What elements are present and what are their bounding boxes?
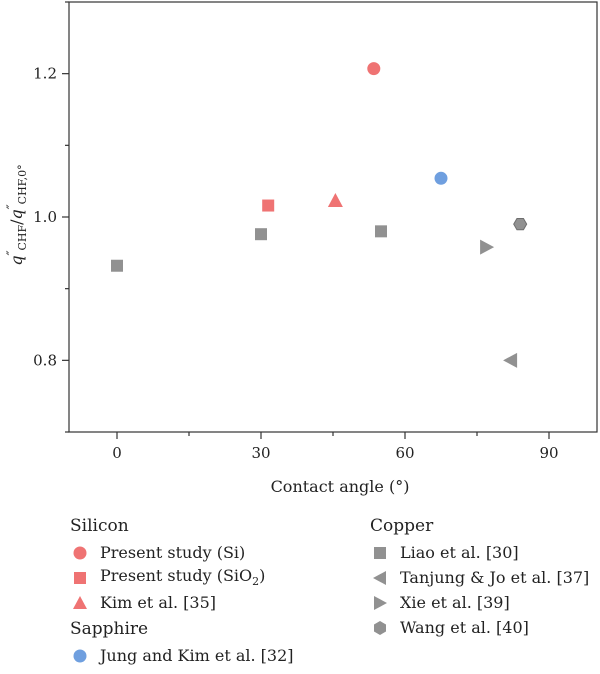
y-axis-label-q2: q (7, 209, 26, 219)
legend-group-title-silicon: Silicon (70, 516, 129, 536)
x-tick-label: 90 (539, 444, 558, 462)
scatter-chart: 0 30 60 900.81.01.2 Contact angle (°) q″CHF… (5, 1, 598, 496)
y-axis-label-sub2: CHF,0° (16, 164, 29, 204)
data-point-square (111, 259, 123, 272)
y-tick-label: 0.8 (33, 351, 57, 369)
triangle-right-marker-icon (374, 595, 387, 610)
data-point-square (262, 199, 275, 212)
x-tick-label: 60 (395, 444, 414, 462)
square-marker-icon (74, 571, 86, 584)
data-point-hexagon (513, 218, 528, 231)
x-tick-label: 0 (112, 444, 122, 462)
circle-marker-icon (73, 546, 87, 559)
legend-item-tanjung-jo: Tanjung & Jo et al. [37] (370, 565, 589, 590)
triangle-up-marker-icon (73, 595, 87, 609)
hexagon-marker-icon (374, 620, 386, 635)
y-axis-label-sub1: CHF (16, 224, 29, 250)
legend-item-label: Jung and Kim et al. [32] (100, 646, 294, 665)
legend-item-label: Wang et al. [40] (400, 618, 529, 637)
square-marker-icon (374, 546, 386, 559)
legend-item-label: Xie et al. [39] (400, 593, 510, 612)
legend-right: Copper Liao et al. [30] Tanjung & Jo et … (370, 516, 589, 640)
legend-left: Silicon Present study (Si) Present study… (70, 516, 294, 668)
legend-item-present-study-si: Present study (Si) (70, 540, 294, 565)
y-tick-label: 1.0 (33, 208, 57, 226)
legend-item-jung-kim: Jung and Kim et al. [32] (70, 643, 294, 668)
legend-item-label: Present study (SiO2) (100, 566, 266, 589)
data-point-circle (367, 62, 381, 76)
data-point-square (375, 225, 387, 238)
legend-item-label: Liao et al. [30] (400, 543, 519, 562)
data-point-triangle-right (480, 239, 495, 255)
legend-item-label: Present study (Si) (100, 543, 246, 562)
y-axis-label: q″CHF/q″CHF,0° (5, 164, 29, 265)
axis-ticks (62, 1, 550, 439)
legend-group-title-sapphire: Sapphire (70, 619, 149, 639)
data-point-square (255, 228, 267, 241)
data-point-triangle-up (327, 193, 343, 208)
data-point-triangle-left (503, 352, 518, 368)
y-tick-label: 1.2 (33, 65, 57, 83)
legend-item-label: Kim et al. [35] (100, 593, 216, 612)
data-point-circle (434, 171, 448, 185)
legend-item-kim: Kim et al. [35] (70, 590, 294, 615)
triangle-left-marker-icon (373, 570, 386, 585)
y-axis-label-prime1: ″ (5, 250, 20, 255)
plot-frame (68, 1, 598, 433)
circle-marker-icon (73, 649, 87, 662)
y-axis-label-q1: q (7, 255, 26, 265)
legend-item-wang: Wang et al. [40] (370, 615, 589, 640)
legend-item-liao: Liao et al. [30] (370, 540, 589, 565)
x-tick-label: 30 (251, 444, 270, 462)
legend-group-title-copper: Copper (370, 516, 434, 536)
legend-item-label: Tanjung & Jo et al. [37] (400, 568, 590, 587)
y-axis-label-prime2: ″ (5, 204, 20, 209)
data-markers (111, 62, 528, 368)
x-axis-label: Contact angle (°) (271, 477, 410, 496)
axis-tick-labels: 0 30 60 90 0.8 1.0 1.2 (33, 65, 558, 462)
legend-item-present-study-sio2: Present study (SiO2) (70, 565, 294, 590)
y-axis-label-slash: / (7, 219, 26, 225)
legend-item-xie: Xie et al. [39] (370, 590, 589, 615)
